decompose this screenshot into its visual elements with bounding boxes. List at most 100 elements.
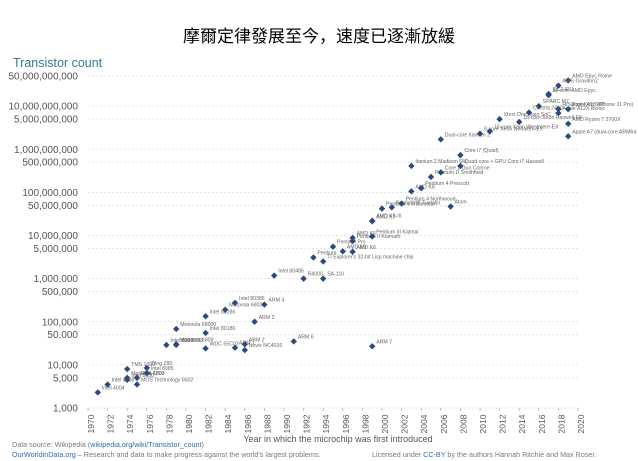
x-tick-label: 1974 [125, 414, 135, 433]
data-point [496, 115, 503, 123]
y-tick-label: 10,000,000,000 [8, 102, 78, 113]
y-tick-label: 5,000,000,000 [14, 115, 78, 126]
y-tick-label: 5,000,000 [34, 244, 79, 255]
y-tick-label: 50,000,000,000 [8, 72, 78, 83]
y-axis-title: Transistor count [13, 56, 103, 70]
data-point [339, 248, 346, 255]
data-point [437, 136, 444, 143]
owid-link[interactable]: OurWorldinData.org [12, 450, 76, 459]
data-point [427, 173, 435, 181]
x-tick-label: 1990 [282, 414, 292, 433]
data-point-label: 8-core Xeon Nehalem-EX [484, 127, 544, 133]
x-tick-label: 1978 [164, 414, 174, 433]
data-point-label: Motorola 68000 [180, 322, 216, 328]
data-point-label: Pentium II Klamath [357, 234, 401, 240]
data-point-label: Intel 80186 [210, 326, 236, 332]
data-point-label: Intel 8008 [112, 378, 135, 384]
data-point-label: MOS Technology 6502 [141, 377, 194, 383]
x-tick-label: 2010 [478, 414, 488, 433]
data-point-label: Intel 4004 [102, 385, 125, 391]
data-point-label: AMD K6-III [376, 214, 401, 220]
x-tick-label: 2008 [458, 414, 468, 433]
data-point-label: AMD Epyc Rome [572, 73, 612, 79]
data-point [486, 128, 493, 135]
data-point-label: Pentium D Smithfield [435, 170, 484, 176]
data-source-note: Data source: Wikipedia (wikipedia.org/wi… [12, 440, 204, 449]
data-point-label: Dual-core Itanium 2 [445, 132, 490, 138]
x-tick-label: 1998 [360, 414, 370, 433]
license-link[interactable]: CC-BY [423, 450, 446, 459]
owid-note: OurWorldinData.org – Research and data t… [12, 450, 321, 459]
chart-title: 摩爾定律發展至今，速度已逐漸放緩 [183, 27, 455, 47]
data-point [231, 299, 239, 307]
data-point [241, 341, 248, 348]
data-point [143, 369, 150, 377]
data-point-label: 32-core AMD Epyc [553, 88, 597, 94]
x-tick-label: 1984 [223, 414, 233, 433]
data-point-label: Core 2 Duo Conroe [445, 165, 490, 171]
data-point-label: AMD K5 [347, 244, 366, 250]
y-tick-label: 10,000,000 [28, 231, 78, 242]
data-point [320, 258, 327, 265]
data-point [241, 346, 248, 354]
data-point-label: Intel 8080 [131, 373, 154, 379]
data-point [173, 341, 180, 348]
x-tick-label: 2016 [537, 414, 547, 433]
data-point-label: Apple A12X Bionic [562, 106, 605, 112]
data-point-label: ARM 2 [249, 337, 265, 343]
x-tick-label: 2002 [400, 414, 410, 433]
source-link[interactable]: wikipedia.org/wiki/Transistor_count [90, 440, 202, 449]
y-tick-label: 500,000,000 [22, 158, 78, 169]
y-tick-label: 50,000 [47, 330, 78, 341]
data-point-label: AMD K6 [357, 245, 376, 251]
data-point [133, 381, 141, 388]
data-point [369, 218, 376, 225]
x-tick-label: 1992 [302, 414, 312, 433]
data-point-label: AMD K7 [376, 214, 395, 220]
data-point [271, 272, 278, 279]
data-point-label: Itanium 2 Madison 6M [415, 159, 466, 165]
data-point [565, 105, 572, 113]
y-tick-label: 10,000 [47, 360, 78, 371]
x-tick-label: 1970 [86, 414, 96, 433]
data-point [408, 188, 415, 195]
data-point [457, 162, 464, 170]
data-point [310, 254, 317, 261]
data-point-label: Intel 80286 [210, 309, 236, 315]
data-point [565, 77, 572, 84]
data-point-label: Motorola 6809 [180, 337, 213, 343]
x-tick-label: 1982 [204, 414, 214, 433]
data-point-label: Atom [455, 200, 467, 206]
data-point-label: SA-110 [327, 272, 344, 278]
y-tick-label: 500,000 [42, 287, 79, 298]
data-point [437, 169, 444, 176]
y-tick-label: 100,000,000 [22, 188, 78, 199]
data-point-label: TI Explorer's 32-bit Lisp machine chip [327, 254, 413, 260]
x-tick-label: 1972 [106, 414, 116, 433]
data-point-label: ARM 3 [268, 298, 284, 304]
data-point-label: ARM 7 [376, 339, 392, 345]
license-note: Licensed under CC-BY by the authors Hann… [372, 450, 597, 459]
data-point-label: 10-core Xeon Westmere-EX [494, 124, 559, 130]
data-point [222, 306, 229, 313]
data-point [202, 313, 209, 320]
data-point [261, 301, 268, 308]
data-point-label: Intel 8085 [151, 366, 174, 372]
data-point-label: AMD K8 [415, 184, 434, 190]
x-tick-label: 1996 [341, 414, 351, 433]
x-tick-label: 1994 [321, 414, 331, 433]
data-point [369, 343, 376, 350]
data-point [447, 203, 454, 210]
data-point-label: ARM 2 [259, 315, 275, 321]
data-point [398, 200, 405, 207]
data-point [329, 243, 337, 250]
data-point-label: SPARC M7 [543, 99, 569, 105]
data-point-label: Pentium III Tualatin [396, 200, 441, 206]
data-point-label: Intel 8086 [170, 338, 193, 344]
x-tick-label: 2020 [576, 414, 586, 433]
x-tick-label: 1988 [262, 414, 272, 433]
data-point-label: Motorola 68020 [229, 303, 265, 309]
data-point-label: Pentium 4 Willamette [386, 202, 435, 208]
data-point-label: HiSilicon Kirin 980 [562, 102, 604, 108]
